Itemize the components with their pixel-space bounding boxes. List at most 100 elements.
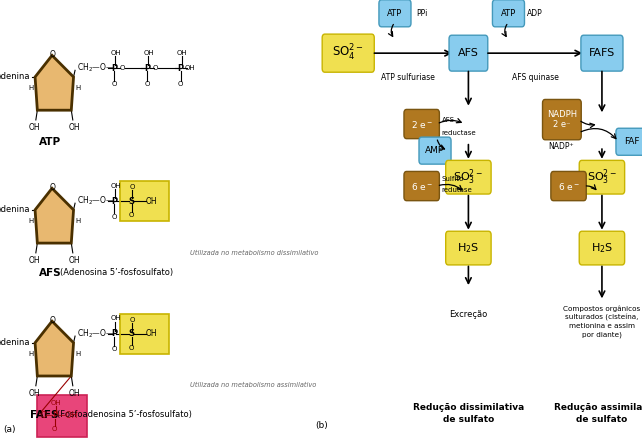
Text: redutase: redutase [442,187,473,194]
Text: Adenina: Adenina [0,338,31,347]
Text: AMP: AMP [426,146,445,155]
Text: ATP: ATP [387,9,403,18]
Text: O: O [130,317,135,323]
Text: Utilizada no metabolismo dissimilativo: Utilizada no metabolismo dissimilativo [190,249,318,256]
Text: ATP: ATP [39,137,62,148]
Text: (a): (a) [3,425,15,434]
Text: P: P [111,330,117,338]
Text: H: H [76,351,81,357]
FancyBboxPatch shape [446,231,491,265]
Text: SO$_4^{2-}$: SO$_4^{2-}$ [333,43,364,63]
Text: OH: OH [69,124,80,132]
Text: NADP⁺: NADP⁺ [548,142,574,151]
Text: O: O [129,212,134,218]
Text: 6 e$^-$: 6 e$^-$ [557,181,580,191]
Text: OH: OH [177,50,187,56]
Text: O: O [112,214,117,220]
Text: PPi: PPi [417,9,428,18]
Text: O: O [50,316,56,325]
Text: S: S [129,330,135,338]
Text: O: O [50,50,56,59]
Text: O: O [52,426,57,432]
Text: FAFS: FAFS [30,410,58,420]
FancyBboxPatch shape [579,231,625,265]
FancyBboxPatch shape [120,314,169,354]
Text: Sulfito: Sulfito [442,176,464,183]
Text: O: O [112,81,117,87]
Text: OH: OH [69,256,80,265]
Text: H: H [28,351,33,357]
Text: P: P [111,197,117,206]
Text: (Adenosina 5’-fosfosulfato): (Adenosina 5’-fosfosulfato) [60,268,173,277]
Text: ATP: ATP [501,9,516,18]
Text: OH: OH [51,400,62,406]
FancyBboxPatch shape [322,34,374,72]
Text: Adenina: Adenina [0,206,31,214]
FancyBboxPatch shape [581,35,623,71]
FancyBboxPatch shape [616,128,642,155]
Text: OH: OH [184,65,195,71]
Text: OH: OH [110,183,121,189]
Text: CH$_2$—O—: CH$_2$—O— [76,195,114,207]
Text: Redução assimilat.
de sulfato: Redução assimilat. de sulfato [554,403,642,424]
FancyBboxPatch shape [419,137,451,164]
FancyBboxPatch shape [37,395,87,437]
Text: O: O [145,81,150,87]
Text: O: O [130,184,135,190]
Polygon shape [35,188,74,243]
Text: SO$_3^{2-}$: SO$_3^{2-}$ [587,167,617,187]
Text: OH: OH [28,389,40,398]
Text: ADP: ADP [527,9,542,18]
Text: OH: OH [28,256,40,265]
FancyBboxPatch shape [404,109,439,139]
FancyBboxPatch shape [542,100,581,140]
FancyBboxPatch shape [120,181,169,221]
Text: OH: OH [146,197,157,206]
Text: ATP sulfuriase: ATP sulfuriase [381,73,435,82]
Text: H: H [28,218,33,224]
Text: OH: OH [110,50,121,56]
Text: AFS quinase: AFS quinase [512,73,559,82]
Text: OH: OH [110,315,121,322]
Text: S: S [129,197,135,206]
Text: (Fosfoadenosina 5’-fosfosulfato): (Fosfoadenosina 5’-fosfosulfato) [57,410,192,419]
FancyBboxPatch shape [579,160,625,194]
Text: OH: OH [144,50,154,56]
Text: OH: OH [69,389,80,398]
Text: AFS: AFS [458,48,479,58]
Text: SO$_3^{2-}$: SO$_3^{2-}$ [453,167,483,187]
FancyBboxPatch shape [492,0,525,27]
Text: P: P [178,64,184,73]
Text: AFS: AFS [442,117,455,123]
Text: OH: OH [146,330,157,338]
FancyBboxPatch shape [379,0,411,27]
Text: Adenina: Adenina [0,73,31,82]
Polygon shape [35,55,74,110]
Text: OH: OH [28,124,40,132]
Text: 2 e$^-$: 2 e$^-$ [411,119,433,129]
FancyBboxPatch shape [446,160,491,194]
Text: FAF: FAF [624,137,639,146]
Text: reductase: reductase [442,130,476,136]
Text: O—P—OH: O—P—OH [41,412,78,420]
Text: P: P [144,64,150,73]
Polygon shape [35,321,74,376]
FancyBboxPatch shape [449,35,488,71]
Text: (b): (b) [315,421,327,430]
Text: O: O [50,183,56,192]
Text: H$_2$S: H$_2$S [591,241,613,255]
Text: H$_2$S: H$_2$S [457,241,480,255]
Text: CH$_2$—O—: CH$_2$—O— [76,62,114,74]
Text: CH$_2$—O—: CH$_2$—O— [76,328,114,340]
Text: Compostos orgânicos
sulturados (cisteína,
metionina e assim
por diante): Compostos orgânicos sulturados (cisteína… [563,306,641,338]
Text: O: O [178,81,184,87]
Text: Redução dissimilativa
de sulfato: Redução dissimilativa de sulfato [413,403,524,424]
Text: O: O [153,65,159,71]
Text: H: H [28,85,33,91]
Text: NADPH
2 e⁻: NADPH 2 e⁻ [547,110,577,129]
Text: P: P [111,64,117,73]
Text: H: H [76,85,81,91]
Text: O: O [120,65,125,71]
FancyBboxPatch shape [404,171,439,201]
Text: O: O [112,346,117,353]
